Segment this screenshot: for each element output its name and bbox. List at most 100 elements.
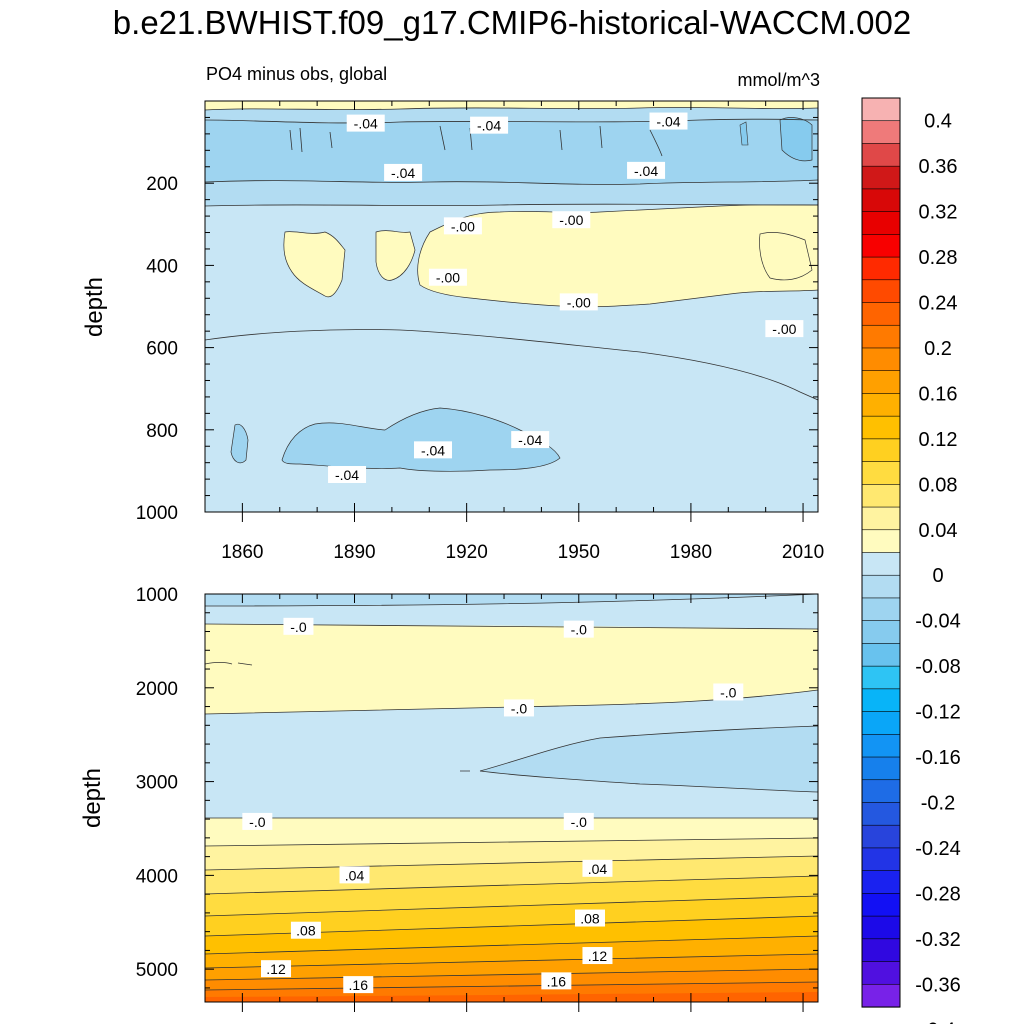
colorbar-label: -0.12 [915,702,961,724]
svg-text:-.0: -.0 [249,814,266,830]
contour-label: -.04 [649,112,688,130]
colorbar-box [861,711,901,735]
svg-text:-.04: -.04 [335,467,359,483]
colorbar-label: 0.24 [919,293,958,315]
x-tick-label: 1980 [670,542,712,563]
colorbar-box [861,870,901,894]
colorbar-box [861,824,901,849]
colorbar-box [861,779,901,804]
colorbar-box [861,165,901,190]
contour-label: -.0 [563,812,594,830]
contour-label: -.04 [511,431,550,449]
colorbar-box [861,665,901,690]
contour-label: -.04 [414,441,453,459]
contour-label: .08 [290,921,321,939]
colorbar-box [861,983,901,1008]
colorbar-box [861,847,901,872]
contour-label: .12 [582,947,613,965]
lower-panel-fill [205,594,818,1002]
svg-text:-.0: -.0 [571,622,588,638]
contour-label: -.04 [328,466,367,484]
colorbar-box [861,234,901,258]
colorbar-box [861,961,901,985]
svg-text:.04: .04 [345,867,365,883]
x-tick-label: 1950 [558,542,600,563]
colorbar-box [861,370,901,395]
colorbar-box [861,643,901,667]
svg-text:-.00: -.00 [567,294,591,310]
y-tick-label: 2000 [136,679,178,700]
contour-label: -.00 [428,268,467,286]
chart-subtitle-units: mmol/m^3 [737,70,820,90]
colorbar-box [861,506,901,531]
svg-text:.16: .16 [547,973,567,989]
chart-title: b.e21.BWHIST.f09_g17.CMIP6-historical-WA… [112,4,912,41]
contour-label: -.04 [346,114,385,132]
colorbar-box [861,393,901,417]
contour-label: -.0 [503,699,534,717]
svg-text:-.0: -.0 [571,814,588,830]
colorbar-box [861,893,901,917]
colorbar-label: -0.24 [915,838,961,860]
colorbar-label: 0.08 [919,474,958,496]
colorbar-label: -0.16 [915,747,961,769]
colorbar-box [861,938,901,963]
svg-text:-.04: -.04 [354,116,378,132]
colorbar-label: -0.28 [915,883,961,905]
y-tick-label: 4000 [136,866,178,887]
contour-label: .16 [343,976,374,994]
colorbar-box [861,756,901,781]
axes-layer: 200 400 600 800 1000 1860 1890 1920 1950 1980 2010… [136,100,824,1012]
colorbar-box [861,347,901,372]
y-tick-label: 200 [146,174,178,195]
svg-text:-.00: -.00 [451,218,475,234]
colorbar-box [861,733,901,758]
contour-label: -.00 [443,217,482,235]
colorbar-box [861,529,901,554]
colorbar-box [861,143,901,167]
colorbar-label: 0.32 [919,202,958,224]
contour-label: .04 [339,866,370,884]
contour-label: .12 [261,960,292,978]
colorbar-label: 0.36 [919,156,958,178]
svg-text:-.04: -.04 [634,163,658,179]
svg-text:.08: .08 [296,923,316,939]
colorbar-box [861,120,901,145]
svg-text:-.04: -.04 [391,165,415,181]
svg-text:-.00: -.00 [436,270,460,286]
svg-text:.04: .04 [588,861,608,877]
y-tick-label: 1000 [136,585,178,606]
colorbar-label: -0.04 [915,611,961,633]
colorbar-label: -0.08 [915,656,961,678]
svg-text:-.04: -.04 [656,114,680,130]
colorbar-box [861,97,901,122]
svg-text:-.0: -.0 [511,700,528,716]
contour-label: -.0 [713,683,744,701]
colorbar-box [861,484,901,508]
svg-text:-.04: -.04 [518,432,542,448]
colorbar-box [861,302,901,326]
colorbar-box [861,438,901,463]
upper-panel-frame [204,100,819,513]
colorbar-label: 0 [932,565,943,587]
chart-subtitle-variable: PO4 minus obs, global [206,64,388,84]
contour-label: -.0 [563,620,594,638]
contour-label: -.00 [559,293,598,311]
colorbar-label: 0.16 [919,383,958,405]
colorbar-box [861,688,901,713]
contour-label: .04 [582,859,613,877]
svg-text:.12: .12 [588,948,608,964]
colorbar-label: -0.2 [921,792,955,814]
colorbar-box [861,597,901,622]
colorbar-box [861,188,901,213]
upper-panel-fill [205,101,818,512]
colorbar-label: -0.4 [921,1020,955,1024]
contour-label: -.0 [242,812,273,830]
svg-text:-.04: -.04 [477,118,501,134]
contour-label: -.04 [384,163,423,181]
upper-y-axis-label: depth [81,277,108,337]
contour-label: -.0 [283,617,314,635]
y-tick-label: 800 [146,421,178,442]
colorbar-box [861,324,901,349]
contour-label: .16 [541,972,572,990]
